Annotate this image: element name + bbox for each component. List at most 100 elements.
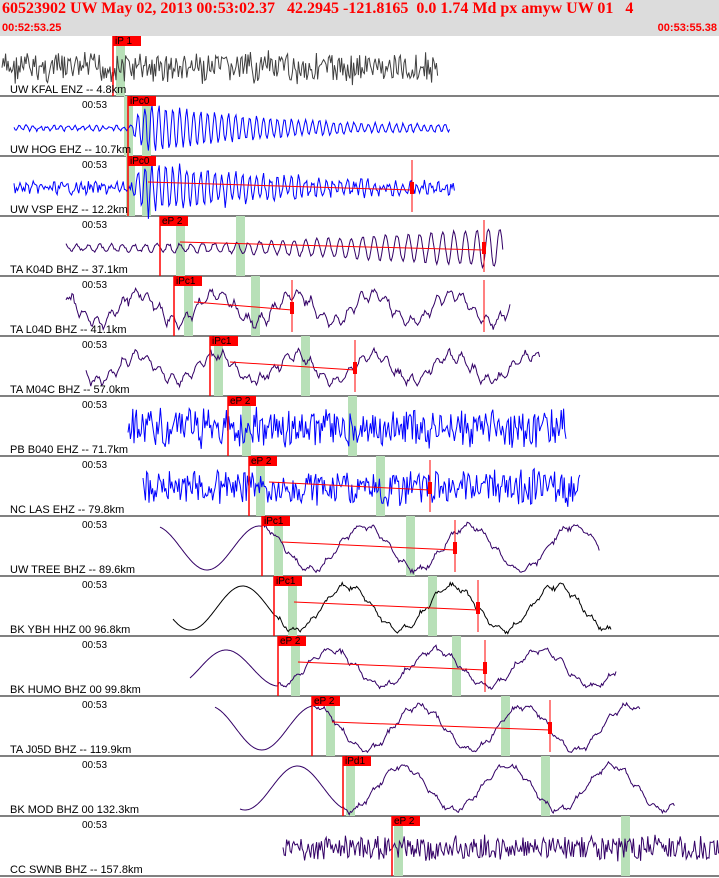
station-label: BK YBH HHZ 00 96.8km [10, 624, 130, 636]
pick-flag[interactable] [160, 216, 188, 226]
time-tick-label: 00:53 [82, 460, 107, 471]
trace-panel[interactable]: iPc1 00:53 TA M04C BHZ -- 57.0km [0, 336, 719, 397]
trace-panel[interactable]: iPc1 00:53 UW TREE BHZ -- 89.6km [0, 516, 719, 577]
station-label: UW KFAL ENZ -- 4.8km [10, 84, 126, 96]
station-label: TA K04D BHZ -- 37.1km [10, 264, 128, 276]
pick-flag[interactable] [343, 756, 371, 766]
coda-marker-tick [548, 722, 552, 734]
station-label: TA J05D BHZ -- 119.9km [10, 744, 131, 756]
waveform [172, 581, 612, 635]
pick-label: iPc1 [276, 576, 296, 587]
pick-flag[interactable] [128, 96, 156, 106]
pick-flag[interactable] [278, 636, 306, 646]
phase-marker [452, 636, 461, 696]
phase-marker [274, 516, 283, 576]
time-tick-label: 00:53 [82, 580, 107, 591]
station-label: NC LAS EHZ -- 79.8km [10, 504, 124, 516]
phase-marker [176, 216, 185, 276]
waveform [159, 521, 600, 575]
coda-marker-tick [428, 482, 432, 494]
waveform [282, 834, 719, 862]
pick-flag[interactable] [113, 36, 141, 46]
phase-marker [394, 816, 403, 876]
trace-panel[interactable]: eP 2 00:53 CC SWNB BHZ -- 157.8km [0, 816, 719, 877]
pick-label: eP 2 [280, 636, 301, 647]
pick-label: iPc0 [130, 156, 150, 167]
phase-marker [116, 36, 125, 96]
station-label: BK MOD BHZ 00 132.3km [10, 804, 139, 816]
seismogram-plot[interactable]: iP 1 UW KFAL ENZ -- 4.8km iPc0 00:53 UW HOG … [0, 36, 719, 878]
trace-panel[interactable]: iPc0 00:53 UW VSP EHZ -- 12.2km [0, 156, 719, 219]
pick-label: eP 2 [162, 216, 183, 227]
pick-label: iPc1 [212, 336, 232, 347]
waveform [214, 701, 641, 754]
pick-label: eP 2 [394, 816, 415, 827]
coda-marker-tick [476, 602, 480, 614]
waveform [239, 760, 675, 816]
time-tick-label: 00:53 [82, 400, 107, 411]
waveform [85, 346, 541, 389]
coda-marker-tick [410, 182, 414, 194]
trace-panel[interactable]: iPc0 00:53 UW HOG EHZ -- 10.7km [0, 96, 719, 157]
coda-fit-line [179, 241, 485, 251]
coda-marker-tick [290, 302, 294, 314]
time-tick-label: 00:53 [82, 760, 107, 771]
station-label: TA M04C BHZ -- 57.0km [10, 384, 130, 396]
coda-fit-line [297, 661, 486, 671]
pick-flag[interactable] [228, 396, 256, 406]
pick-flag[interactable] [392, 816, 420, 826]
pick-label: eP 2 [230, 396, 251, 407]
station-label: TA L04D BHZ -- 41.1km [10, 324, 127, 336]
phase-marker [214, 336, 223, 396]
time-tick-label: 00:53 [82, 820, 107, 831]
phase-marker [256, 456, 265, 516]
pick-flag[interactable] [174, 276, 202, 286]
trace-panel[interactable]: eP 2 00:53 BK HUMO BHZ 00 99.8km [0, 636, 719, 697]
pick-flag[interactable] [128, 156, 156, 166]
phase-marker [301, 336, 310, 396]
waveform [189, 644, 617, 690]
trace-panel[interactable]: iPc1 00:53 BK YBH HHZ 00 96.8km [0, 576, 719, 637]
trace-panel[interactable]: iPd1 00:53 BK MOD BHZ 00 132.3km [0, 756, 719, 817]
coda-marker-tick [482, 242, 486, 254]
coda-fit-line [293, 601, 479, 611]
phase-marker [288, 576, 297, 636]
station-label: UW VSP EHZ -- 12.2km [10, 204, 128, 216]
phase-marker [541, 756, 550, 816]
phase-marker [291, 636, 300, 696]
time-tick-label: 00:53 [82, 700, 107, 711]
waveform [1, 50, 439, 86]
pick-label: iPc0 [130, 96, 150, 107]
trace-panel[interactable]: iPc1 00:53 TA L04D BHZ -- 41.1km [0, 276, 719, 337]
coda-fit-line [331, 721, 551, 731]
trace-panel[interactable]: eP 2 00:53 TA J05D BHZ -- 119.9km [0, 696, 719, 757]
phase-marker [376, 456, 385, 516]
phase-marker [428, 576, 437, 636]
phase-marker [346, 756, 355, 816]
phase-marker [251, 276, 260, 336]
pick-label: eP 2 [314, 696, 335, 707]
time-tick-label: 00:53 [82, 340, 107, 351]
trace-panel[interactable]: eP 2 00:53 NC LAS EHZ -- 79.8km [0, 456, 719, 517]
phase-marker [236, 216, 245, 276]
pick-flag[interactable] [249, 456, 277, 466]
pick-flag[interactable] [262, 516, 290, 526]
pick-flag[interactable] [210, 336, 238, 346]
pick-flag[interactable] [274, 576, 302, 586]
station-label: CC SWNB BHZ -- 157.8km [10, 864, 143, 876]
station-label: BK HUMO BHZ 00 99.8km [10, 684, 141, 696]
trace-panel[interactable]: eP 2 00:53 TA K04D BHZ -- 37.1km [0, 216, 719, 277]
pick-flag[interactable] [312, 696, 340, 706]
station-label: PB B040 EHZ -- 71.7km [10, 444, 128, 456]
trace-panel[interactable]: iP 1 UW KFAL ENZ -- 4.8km [0, 36, 719, 97]
coda-marker-tick [483, 662, 487, 674]
waveform [142, 467, 581, 507]
trace-panel[interactable]: eP 2 00:53 PB B040 EHZ -- 71.7km [0, 396, 719, 457]
time-tick-label: 00:53 [82, 100, 107, 111]
header-bar: 60523902 UW May 02, 2013 00:53:02.37 42.… [0, 0, 719, 36]
time-tick-label: 00:53 [82, 520, 107, 531]
coda-fit-line [193, 301, 293, 311]
coda-marker-tick [353, 362, 357, 374]
phase-marker [326, 696, 335, 756]
pick-label: iP 1 [115, 36, 132, 47]
